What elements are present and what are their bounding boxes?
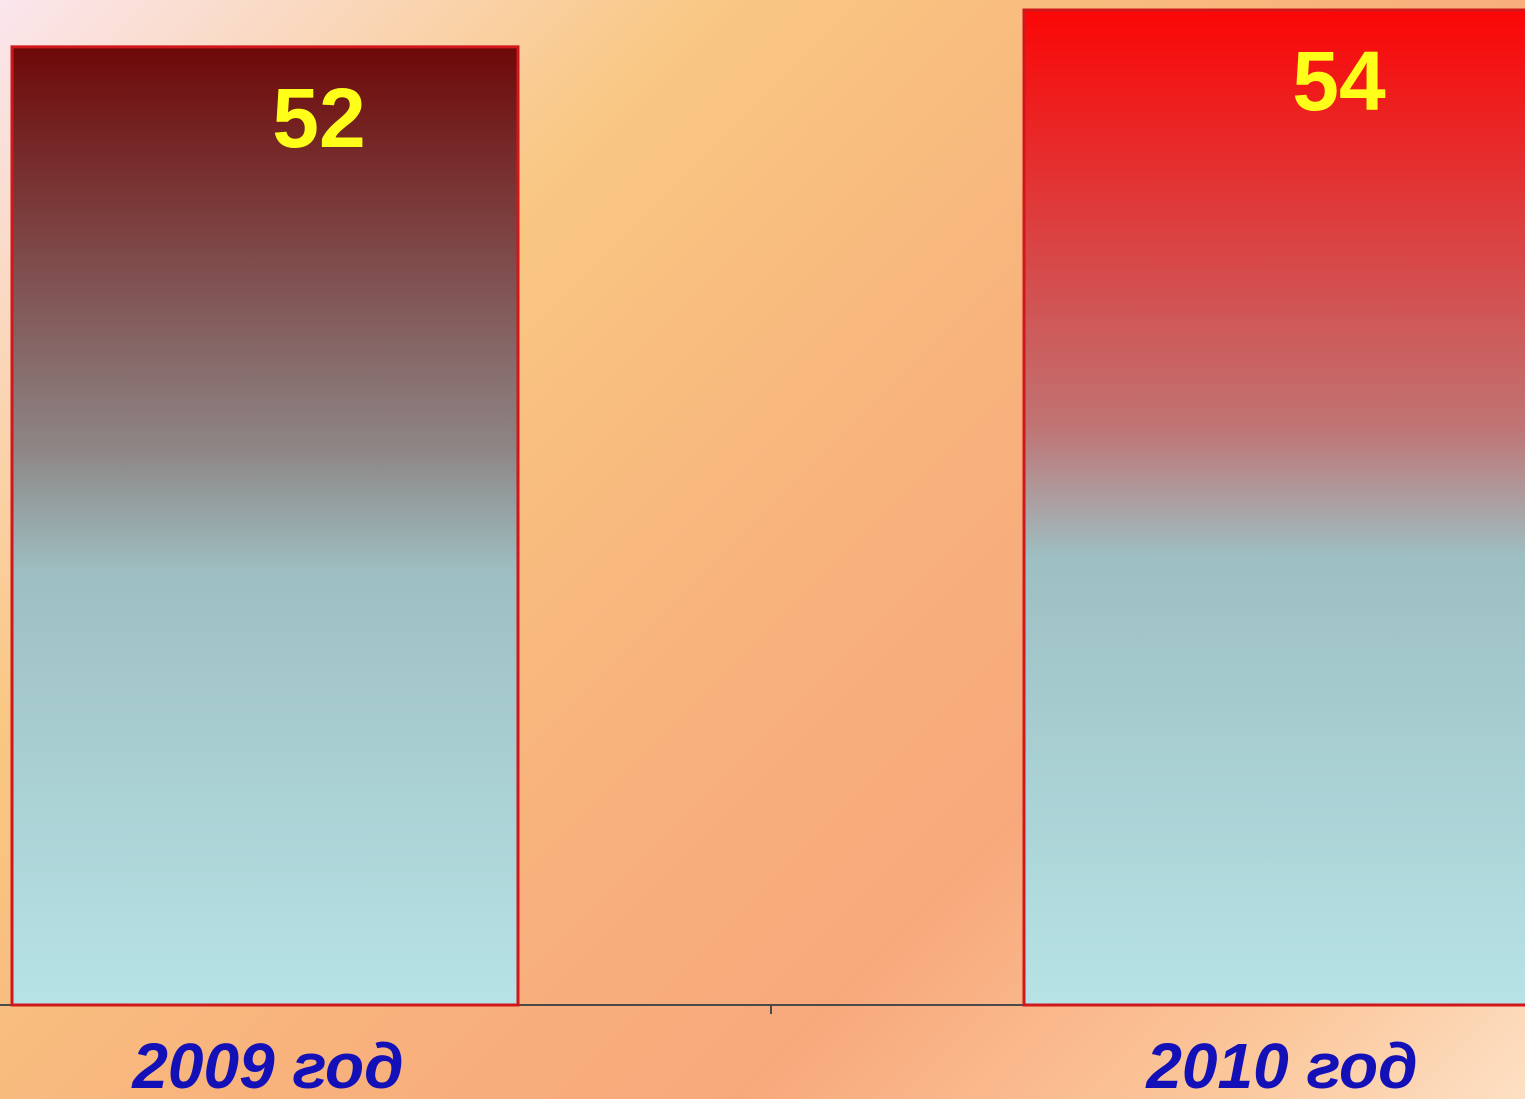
data-label-2010: 54	[1292, 34, 1386, 128]
data-label-2009: 52	[272, 71, 365, 165]
category-label-2010: 2010 год	[1145, 1030, 1417, 1099]
bar-2010	[1022, 8, 1525, 1007]
bar-2009	[10, 45, 520, 1007]
category-label-2009: 2009 год	[131, 1030, 403, 1099]
